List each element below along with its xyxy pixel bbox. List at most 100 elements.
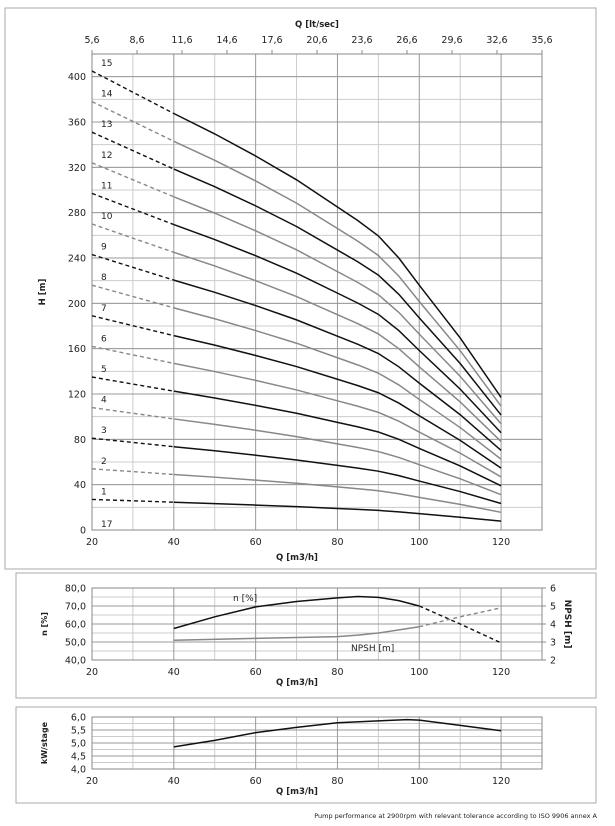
x-axis-label: Q [m3/h] [276, 678, 318, 688]
x2-tick-label: 29,6 [441, 35, 462, 46]
x2-tick-label: 26,6 [396, 35, 417, 46]
x-tick-label: 100 [410, 776, 428, 787]
stage-label: 10 [101, 212, 113, 222]
stage-curve [173, 418, 502, 496]
stage-label: 2 [101, 457, 107, 467]
stage-curve-dashed [91, 70, 175, 115]
stage-curve [173, 334, 502, 469]
y-tick-label: 80,0 [65, 584, 86, 595]
stage-label: 14 [101, 90, 113, 100]
x-tick-label: 40 [168, 667, 180, 678]
npsh-series-label: NPSH [m] [351, 644, 394, 654]
x2-tick-label: 32,6 [486, 35, 507, 46]
y-tick-label: 6,0 [71, 713, 86, 724]
x2-axis-label: Q [lt/sec] [295, 20, 339, 30]
stage-curve-dashed [91, 192, 175, 226]
x-tick-label: 20 [86, 667, 98, 678]
plot-area [91, 716, 543, 770]
x2-tick-label: 23,6 [351, 35, 372, 46]
y-tick-label: 80 [74, 435, 86, 446]
x2-tick-label: 11,6 [171, 35, 192, 46]
x-tick-label: 60 [250, 776, 262, 787]
plot-area [91, 53, 543, 531]
y-axis-label: kW/stage [40, 721, 49, 764]
y-tick-label: 400 [68, 72, 86, 83]
y-tick-label: 60,0 [65, 620, 86, 631]
x-axis-label: Q [m3/h] [276, 553, 318, 563]
stage-curve [173, 362, 502, 478]
y-tick-label: 4,5 [71, 752, 86, 763]
y-tick-label: 5,5 [71, 726, 86, 737]
y-tick-label: 40 [74, 480, 86, 491]
x-tick-label: 80 [331, 776, 343, 787]
stage-curve [173, 140, 502, 407]
y2-axis-label: NPSH [m] [562, 600, 572, 649]
y-tick-label: 4,0 [71, 765, 86, 776]
stage-curve [173, 223, 502, 434]
y-tick-label: 40,0 [65, 656, 86, 667]
stage-label: 1 [101, 487, 107, 497]
stage-curve-dashed [91, 100, 175, 142]
stage-curve-dashed [91, 284, 175, 309]
stage-label: 3 [101, 426, 107, 436]
x-tick-label: 120 [492, 537, 510, 548]
stage-label: 9 [101, 243, 107, 253]
y-tick-label: 240 [68, 254, 86, 265]
stage-label: 11 [101, 181, 112, 191]
y-tick-label: 120 [68, 390, 86, 401]
stage-label: 8 [101, 273, 107, 283]
stage-curve [173, 251, 502, 443]
x-tick-label: 120 [492, 667, 510, 678]
stage-curve [173, 445, 502, 505]
stage-curve [173, 473, 502, 514]
power-chart-frame [15, 706, 597, 804]
y-axis-label: n [%] [40, 612, 49, 636]
stage-curve-dashed [91, 223, 175, 253]
stage-curve-dashed [91, 131, 175, 170]
y-tick-label: 200 [68, 299, 86, 310]
footnote: Pump performance at 2900rpm with relevan… [314, 812, 597, 820]
y2-tick-label: 5 [550, 602, 556, 613]
x-tick-label: 40 [168, 776, 180, 787]
stage-curve [173, 501, 502, 522]
y-tick-label: 160 [68, 344, 86, 355]
x-tick-label: 80 [331, 667, 343, 678]
y-tick-label: 50,0 [65, 638, 86, 649]
stage-curve [173, 196, 502, 425]
x2-tick-label: 17,6 [261, 35, 282, 46]
x-tick-label: 20 [86, 537, 98, 548]
x-tick-label: 40 [168, 537, 180, 548]
head-chart-frame [4, 7, 597, 570]
stage-label: 15 [101, 59, 112, 69]
stage-curve [173, 279, 502, 452]
power-curve [173, 718, 502, 748]
y2-tick-label: 6 [550, 584, 556, 595]
y-tick-label: 280 [68, 208, 86, 219]
x-tick-label: 20 [86, 776, 98, 787]
x-tick-label: 120 [492, 776, 510, 787]
stage-label: 7 [101, 304, 107, 314]
x-tick-label: 100 [410, 667, 428, 678]
y-tick-label: 360 [68, 118, 86, 129]
x-tick-label: 60 [250, 537, 262, 548]
efficiency-series-label: n [%] [233, 594, 257, 604]
y-tick-label: 5,0 [71, 739, 86, 750]
y2-tick-label: 3 [550, 638, 556, 649]
x-axis-label: Q [m3/h] [276, 787, 318, 797]
stage-curve [173, 168, 502, 416]
efficiency-curve-dashed [418, 605, 502, 644]
stage-curve-dashed [91, 253, 175, 281]
y2-tick-label: 2 [550, 656, 556, 667]
stage-label: 6 [101, 334, 107, 344]
npsh-curve [173, 625, 420, 641]
efficiency-chart-frame [15, 572, 597, 699]
efficiency-curve [173, 595, 420, 630]
y-tick-label: 70,0 [65, 602, 86, 613]
stage-curve-dashed [91, 162, 175, 198]
x-tick-label: 80 [331, 537, 343, 548]
y-axis-label: H [m] [38, 279, 48, 306]
y2-tick-label: 4 [550, 620, 556, 631]
x2-tick-label: 14,6 [216, 35, 237, 46]
stage-label-extra: 17 [101, 520, 112, 530]
